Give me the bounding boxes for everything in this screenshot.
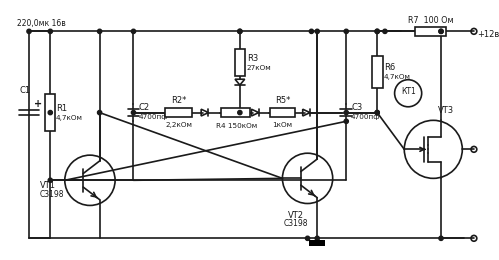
Circle shape: [238, 29, 242, 34]
Text: 1кОм: 1кОм: [272, 122, 292, 128]
Bar: [165, 108, 193, 118]
Bar: [415, 27, 446, 36]
Text: R5*: R5*: [275, 96, 290, 105]
Text: C1: C1: [19, 86, 31, 95]
Circle shape: [97, 29, 102, 34]
Circle shape: [238, 29, 242, 34]
Text: 4700пф: 4700пф: [351, 114, 381, 120]
Circle shape: [439, 236, 443, 241]
Circle shape: [309, 29, 313, 34]
Text: 4,7кОм: 4,7кОм: [56, 115, 83, 121]
Circle shape: [48, 29, 52, 34]
Text: R2*: R2*: [171, 96, 187, 105]
Circle shape: [375, 110, 379, 115]
Circle shape: [344, 119, 348, 123]
Circle shape: [383, 29, 387, 34]
Circle shape: [375, 29, 379, 34]
Text: 4,7кОм: 4,7кОм: [384, 74, 411, 80]
Circle shape: [131, 110, 136, 115]
Circle shape: [97, 110, 102, 115]
Text: R1: R1: [56, 104, 67, 113]
Bar: [221, 108, 250, 118]
Circle shape: [344, 110, 348, 115]
Bar: [372, 56, 383, 88]
Circle shape: [305, 236, 310, 241]
Text: +: +: [34, 99, 42, 109]
Text: С3198: С3198: [39, 190, 64, 199]
Text: 220,0мк 16в: 220,0мк 16в: [17, 20, 66, 28]
Bar: [235, 49, 245, 76]
Text: КТ1: КТ1: [401, 87, 416, 96]
Circle shape: [315, 29, 319, 34]
Text: VT3: VT3: [438, 106, 454, 115]
Bar: [309, 240, 325, 246]
Circle shape: [375, 29, 379, 34]
Text: R6: R6: [384, 63, 395, 72]
Text: C2: C2: [138, 103, 149, 112]
Circle shape: [439, 29, 443, 34]
Text: 27кОм: 27кОм: [247, 65, 271, 71]
Text: С3198: С3198: [284, 219, 308, 228]
Circle shape: [375, 110, 379, 115]
Circle shape: [238, 110, 242, 115]
Circle shape: [439, 29, 443, 34]
Text: +12в: +12в: [477, 30, 499, 39]
Text: C3: C3: [351, 103, 362, 112]
Text: 4700пф: 4700пф: [138, 114, 168, 120]
Circle shape: [315, 236, 319, 241]
Circle shape: [27, 29, 31, 34]
Text: VT1: VT1: [39, 181, 56, 190]
Text: 2,2кОм: 2,2кОм: [166, 122, 193, 128]
Text: R7  100 Ом: R7 100 Ом: [408, 16, 453, 25]
Bar: [45, 94, 55, 131]
Bar: [270, 108, 295, 118]
Circle shape: [48, 110, 52, 115]
Text: R4 150кОм: R4 150кОм: [217, 123, 257, 129]
Circle shape: [131, 29, 136, 34]
Circle shape: [48, 178, 52, 183]
Circle shape: [344, 29, 348, 34]
Text: VT2: VT2: [288, 211, 304, 220]
Text: R3: R3: [247, 54, 258, 63]
